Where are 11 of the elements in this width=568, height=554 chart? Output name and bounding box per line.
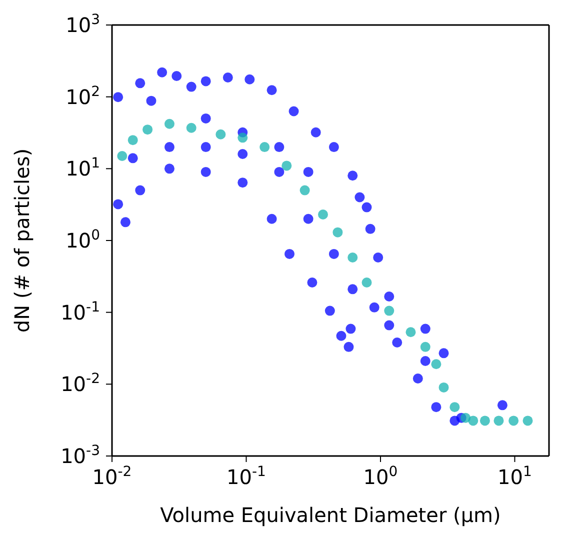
x-axis-title: Volume Equivalent Diameter (μm): [160, 503, 501, 528]
y-axis-title: dN (# of particles): [10, 148, 34, 333]
y-tick-label: 10$^{2}$: [66, 84, 100, 109]
x-tick-label: 10$^{-1}$: [226, 464, 266, 489]
y-tick-label: 10$^{-1}$: [60, 299, 100, 324]
y-tick-label: 10$^{-2}$: [60, 371, 100, 396]
x-tick-label: 10$^{1}$: [498, 464, 532, 489]
y-tick-label: 10$^{1}$: [66, 156, 100, 181]
y-tick-label: 10$^{0}$: [66, 228, 100, 252]
y-tick-label: 10$^{3}$: [66, 12, 100, 37]
x-tick-label: 10$^{0}$: [363, 464, 398, 489]
